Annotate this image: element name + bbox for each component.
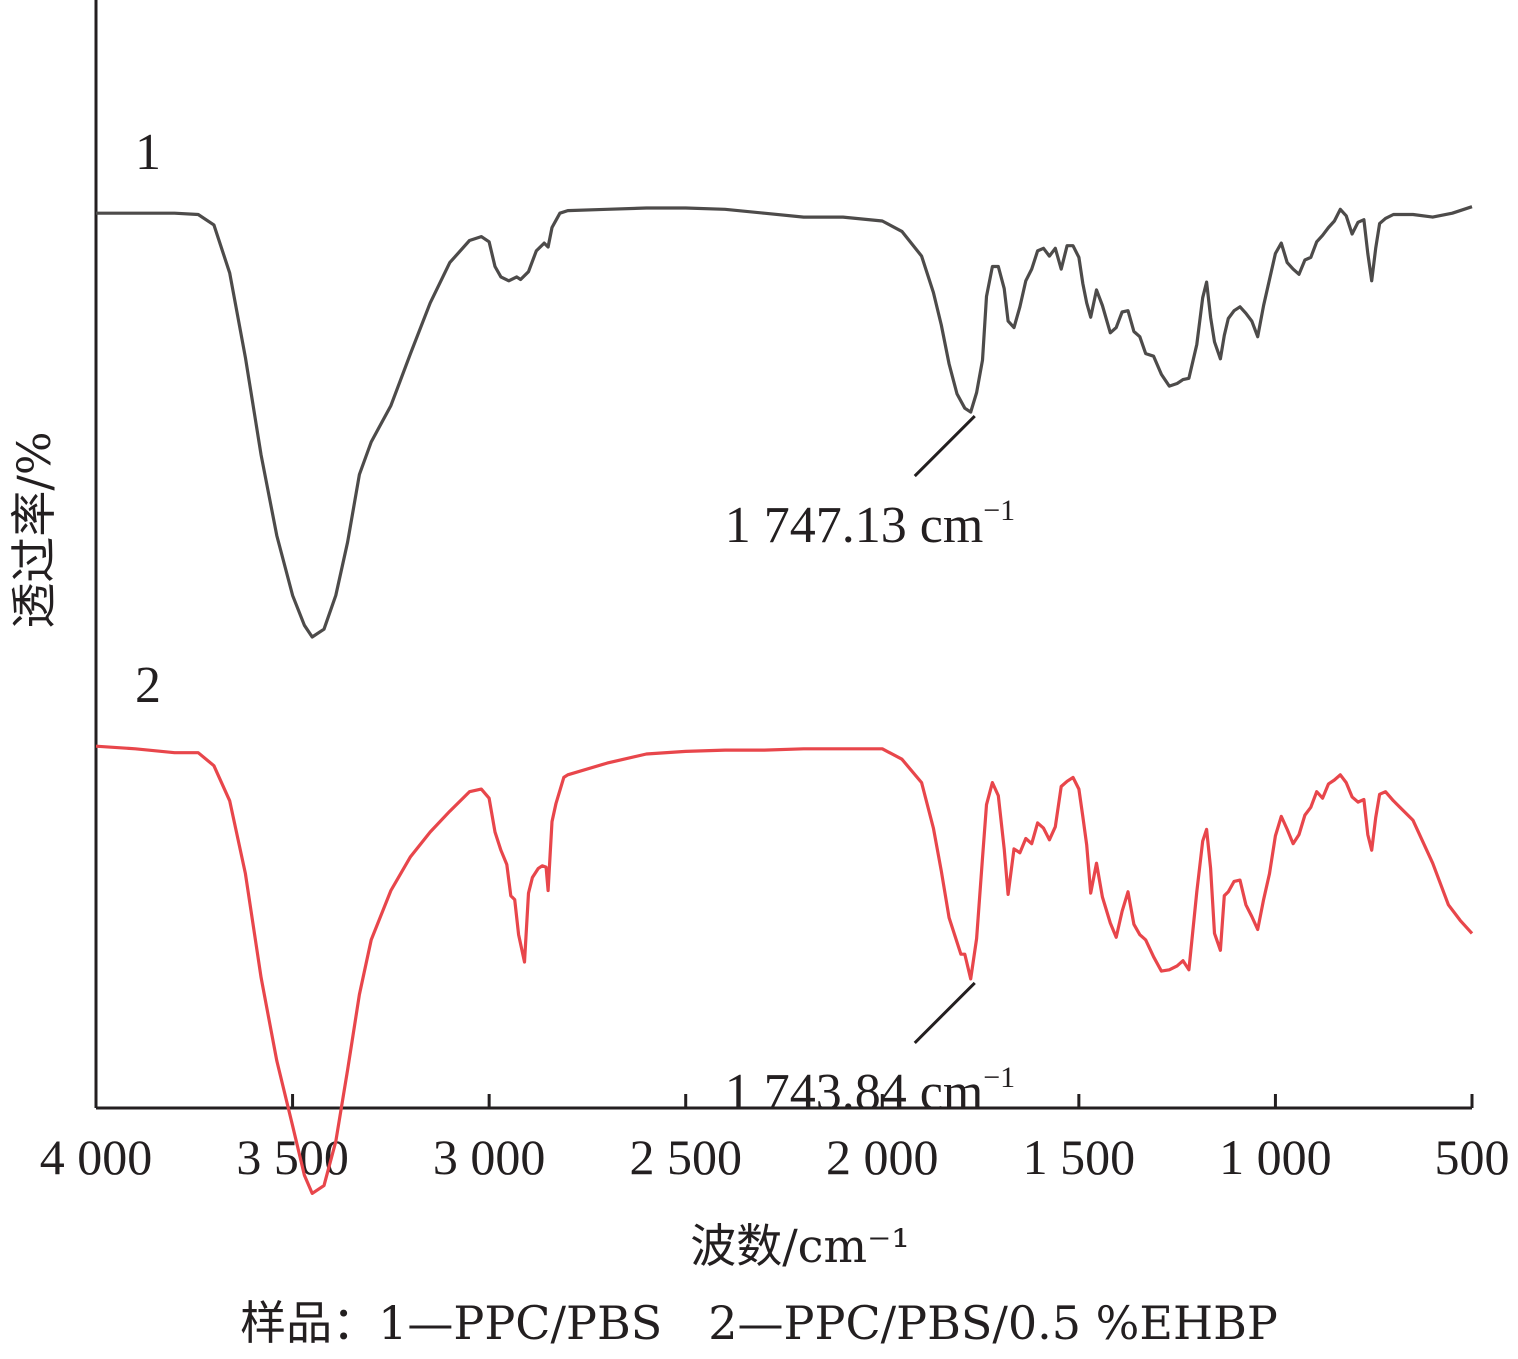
x-axis-title: 波数/cm⁻¹ xyxy=(690,1219,910,1273)
annotation-leader-1 xyxy=(913,415,976,478)
annotation-leader-2 xyxy=(913,981,976,1044)
x-tick-label: 500 xyxy=(1435,1129,1510,1185)
ftir-chart: 4 000 3 500 3 000 2 500 2 000 1 500 1 000 500 1… xyxy=(7,0,1510,1273)
figure-caption: 样品：1—PPC/PBS 2—PPC/PBS/0.5 %EHBP xyxy=(240,1296,1278,1350)
series-label-1: 1 xyxy=(135,124,161,181)
annotation-label-1: 1 747.13 cm−1 xyxy=(725,494,1015,554)
y-axis-title: 透过率/% xyxy=(7,431,61,628)
series-line-1 xyxy=(96,205,1473,639)
x-tick-label: 1 500 xyxy=(1023,1129,1136,1185)
series-layer: 12 xyxy=(95,124,1474,1195)
annotations: 1 747.13 cm−1 1 743.84 cm−1 xyxy=(725,415,1015,1121)
x-tick-label: 4 000 xyxy=(40,1129,153,1185)
x-tick-label: 2 500 xyxy=(629,1129,742,1185)
x-tick-label: 1 000 xyxy=(1219,1129,1332,1185)
x-ticks: 4 000 3 500 3 000 2 500 2 000 1 500 1 000 500 xyxy=(40,1094,1510,1185)
x-tick-label: 2 000 xyxy=(826,1129,939,1185)
axes xyxy=(94,0,1472,1110)
series-line-2 xyxy=(95,744,1474,1195)
x-tick-label: 3 000 xyxy=(433,1129,546,1185)
annotation-label-2: 1 743.84 cm−1 xyxy=(725,1061,1015,1121)
series-label-2: 2 xyxy=(135,657,161,714)
